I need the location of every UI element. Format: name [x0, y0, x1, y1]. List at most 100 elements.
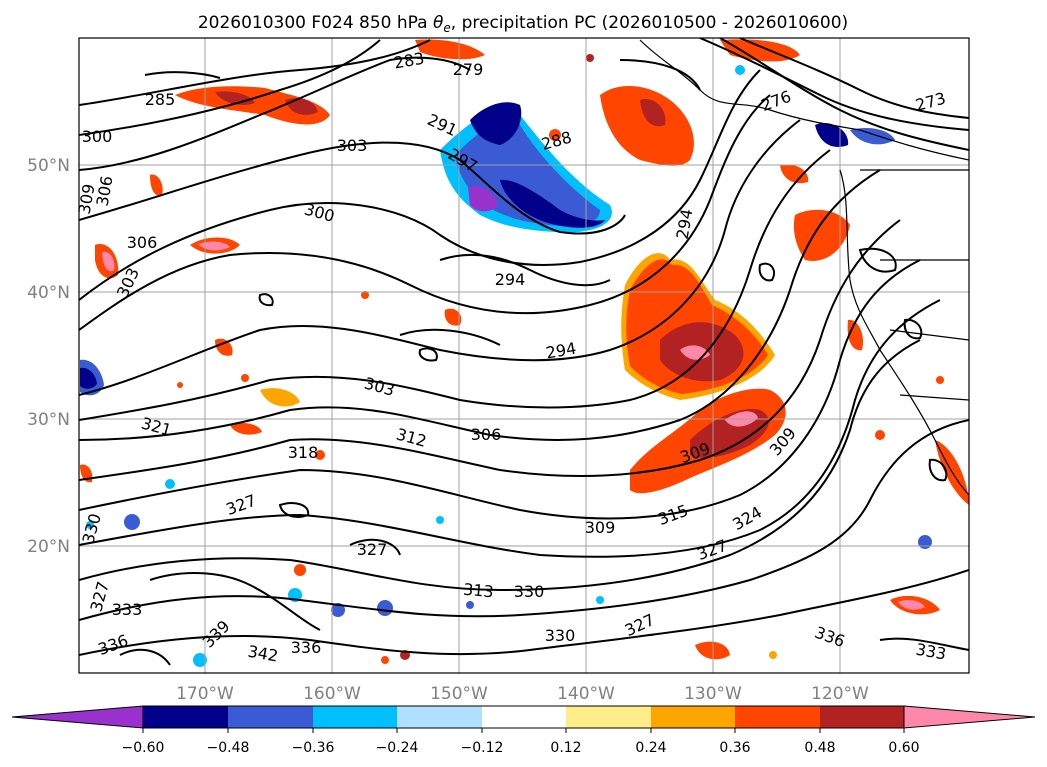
- precip-blob: [193, 653, 207, 667]
- precip-blob: [769, 651, 777, 659]
- colorbar-tick-label: 0.24: [635, 740, 666, 756]
- colorbar-bin: [397, 706, 482, 728]
- precip-blob: [444, 308, 462, 326]
- precip-blob: [230, 422, 262, 435]
- precip-blob: [971, 206, 979, 214]
- lon-label: 170°W: [176, 684, 234, 704]
- colorbar-bin: [143, 706, 228, 728]
- precip-blob: [549, 129, 561, 141]
- precip-blob: [735, 65, 745, 75]
- map-frame: [78, 37, 970, 674]
- lat-label: 20°N: [27, 537, 70, 557]
- contour-label: 285: [145, 90, 176, 109]
- colorbar-bin: [313, 706, 397, 728]
- precip-blob: [468, 185, 498, 212]
- map-title: 2026010300 F024 850 hPa θe, precipitatio…: [198, 13, 848, 35]
- contour-label: 303: [337, 136, 368, 155]
- colorbar-bin: [651, 706, 735, 728]
- precip-positive-areas: [80, 39, 979, 664]
- colorbar-ticks: [142, 728, 905, 733]
- contour-label: 306: [471, 425, 502, 444]
- colorbar-tick-label: −0.12: [461, 740, 504, 756]
- precip-negative-areas: [80, 65, 932, 667]
- precip-blob: [86, 521, 94, 529]
- precip-blob: [586, 54, 594, 62]
- colorbar-tick-label: −0.24: [376, 740, 419, 756]
- colorbar-frame: [142, 705, 905, 729]
- precip-blob: [381, 656, 389, 664]
- coastline: [639, 39, 969, 496]
- precip-blob: [285, 98, 318, 115]
- precip-blob: [918, 535, 932, 549]
- contour-label: 279: [453, 60, 484, 79]
- lon-label: 130°W: [684, 684, 742, 704]
- lon-label: 120°W: [811, 684, 869, 704]
- colorbar-tick-label: −0.60: [122, 740, 165, 756]
- precip-blob: [415, 39, 485, 60]
- precip-blob: [215, 338, 233, 356]
- colorbar-bin: [820, 706, 904, 728]
- colorbar-tick-label: −0.48: [207, 740, 250, 756]
- precip-blob: [600, 85, 694, 166]
- precip-blob: [500, 179, 605, 228]
- precip-blob: [470, 102, 522, 145]
- precip-blob: [936, 376, 944, 384]
- precip-blob: [175, 86, 330, 125]
- contour-label: 330: [514, 582, 545, 601]
- colorbar-tick-label: −0.36: [292, 740, 335, 756]
- precip-blob: [150, 174, 163, 196]
- precip-blob: [793, 209, 850, 261]
- precip-blob: [177, 382, 183, 388]
- lon-label: 150°W: [430, 684, 488, 704]
- contour-label: 330: [545, 626, 576, 645]
- contour-label: 313: [462, 580, 494, 602]
- contour-label: 294: [495, 270, 526, 289]
- precip-blob: [198, 241, 230, 251]
- precip-blob: [241, 374, 249, 382]
- precip-blob: [596, 596, 604, 604]
- precip-blob: [124, 514, 140, 530]
- longitude-labels: 170°W 160°W 150°W 140°W 130°W 120°W: [176, 684, 869, 704]
- theta-e-contours: [79, 38, 969, 666]
- contour-label: 306: [127, 233, 158, 252]
- precip-blob: [640, 99, 666, 127]
- colorbar-extend-min: [11, 705, 144, 729]
- colorbar-bin: [566, 706, 651, 728]
- precip-blob: [377, 600, 393, 616]
- contour-label: 336: [291, 638, 322, 657]
- contour-label: 333: [112, 600, 143, 619]
- precip-blob: [436, 516, 444, 524]
- lat-label: 50°N: [27, 156, 70, 176]
- colorbar-tick-label: 0.12: [550, 740, 581, 756]
- contour-label: 300: [82, 127, 113, 146]
- precip-blob: [102, 251, 115, 272]
- colorbar-bin: [735, 706, 820, 728]
- precip-blob: [294, 564, 306, 576]
- contour-label: 309: [585, 518, 616, 537]
- lat-label: 30°N: [27, 410, 70, 430]
- precip-blob: [466, 601, 474, 609]
- lat-label: 40°N: [27, 283, 70, 303]
- latitude-labels: 50°N 40°N 30°N 20°N: [27, 156, 70, 557]
- colorbar-tick-label: 0.48: [804, 740, 835, 756]
- contour-label: 318: [288, 443, 319, 462]
- precip-blob: [331, 603, 345, 617]
- colorbar-tick-label: 0.36: [719, 740, 750, 756]
- precip-blob: [850, 128, 895, 145]
- colorbar-extend-max: [903, 705, 1036, 729]
- precip-blob: [80, 367, 97, 389]
- lon-label: 160°W: [303, 684, 361, 704]
- precip-blob: [165, 479, 175, 489]
- contour-label: 327: [357, 540, 388, 559]
- colorbar: −0.60 −0.48 −0.36 −0.24 −0.12 0.12 0.24 …: [11, 705, 1036, 756]
- lon-label: 140°W: [557, 684, 615, 704]
- colorbar-bin: [482, 706, 566, 728]
- precip-blob: [875, 430, 885, 440]
- precip-blob: [898, 599, 925, 610]
- colorbar-tick-label: 0.60: [888, 740, 919, 756]
- precip-blob: [780, 164, 809, 184]
- precip-blob: [361, 291, 369, 299]
- map-panel: [79, 38, 979, 673]
- precip-blob: [260, 388, 300, 407]
